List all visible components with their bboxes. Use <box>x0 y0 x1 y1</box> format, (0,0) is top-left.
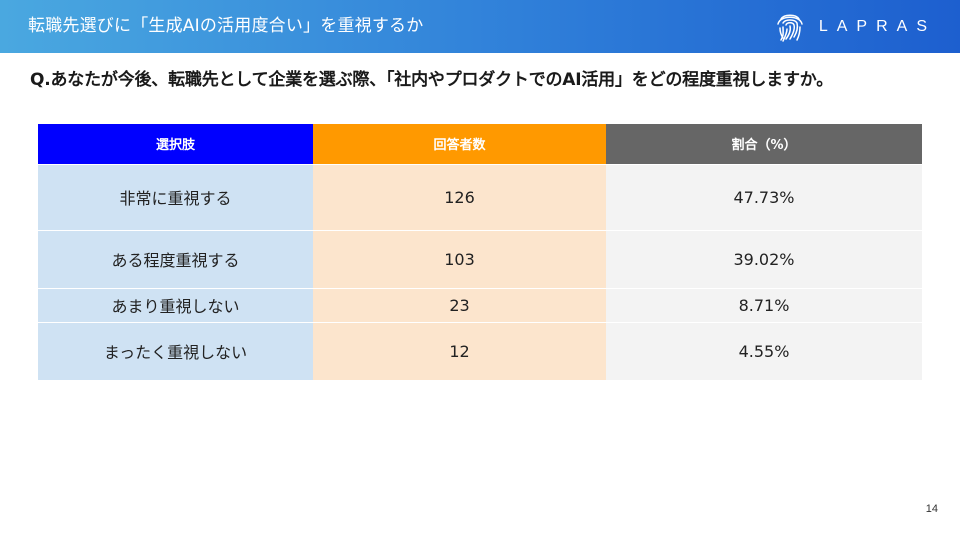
cell-ratio: 8.71% <box>606 287 922 322</box>
cell-ratio: 4.55% <box>606 321 922 380</box>
cell-count: 23 <box>313 287 606 322</box>
fingerprint-icon <box>777 14 803 42</box>
table-row: 非常に重視する 126 47.73% <box>38 163 922 230</box>
header-choice: 選択肢 <box>38 124 313 164</box>
page-title: 転職先選びに「生成AIの活用度合い」を重視するか <box>28 16 424 36</box>
results-table: 選択肢 回答者数 割合（%） 非常に重視する 126 47.73% ある程度重視… <box>38 124 922 380</box>
table-row: あまり重視しない 23 8.71% <box>38 287 922 322</box>
table-row: ある程度重視する 103 39.02% <box>38 229 922 288</box>
cell-choice: 非常に重視する <box>38 163 313 230</box>
cell-choice: あまり重視しない <box>38 287 313 322</box>
table-row: まったく重視しない 12 4.55% <box>38 321 922 380</box>
header-ratio: 割合（%） <box>606 124 922 164</box>
cell-choice: まったく重視しない <box>38 321 313 380</box>
cell-count: 103 <box>313 229 606 288</box>
table-header-row: 選択肢 回答者数 割合（%） <box>38 124 922 164</box>
header-bar: 転職先選びに「生成AIの活用度合い」を重視するか LAPRAS <box>0 0 960 53</box>
question-text: Q.あなたが今後、転職先として企業を選ぶ際、「社内やプロダクトでのAI活用」をど… <box>30 70 834 90</box>
header-count: 回答者数 <box>313 124 606 164</box>
cell-count: 12 <box>313 321 606 380</box>
cell-ratio: 39.02% <box>606 229 922 288</box>
lapras-logo: LAPRAS <box>775 10 936 44</box>
cell-choice: ある程度重視する <box>38 229 313 288</box>
cell-count: 126 <box>313 163 606 230</box>
page-number: 14 <box>925 503 938 515</box>
logo-text: LAPRAS <box>818 18 936 35</box>
cell-ratio: 47.73% <box>606 163 922 230</box>
